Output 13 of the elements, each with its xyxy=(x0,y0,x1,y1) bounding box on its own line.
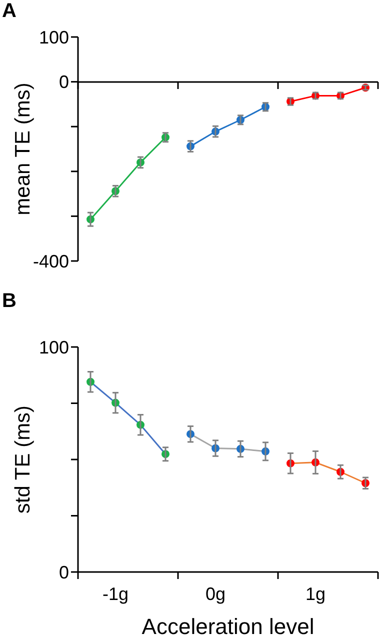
chart-title: B xyxy=(2,290,16,313)
x-tick-label: 0g xyxy=(205,584,226,604)
y-axis-title: std TE (ms) xyxy=(11,405,34,514)
y-tick-label: 100 xyxy=(38,27,69,48)
x-tick-label: 1g xyxy=(305,584,326,604)
y-axis-title: mean TE (ms) xyxy=(11,82,34,216)
y-tick-label: 0 xyxy=(58,72,69,92)
y-tick-label: 100 xyxy=(38,337,69,358)
x-tick-label: -1g xyxy=(102,584,129,604)
chart-title: A xyxy=(2,0,16,23)
x-axis-title: Acceleration level xyxy=(142,614,314,638)
y-tick-label: -400 xyxy=(32,251,69,272)
y-tick-label: 0 xyxy=(58,562,69,582)
